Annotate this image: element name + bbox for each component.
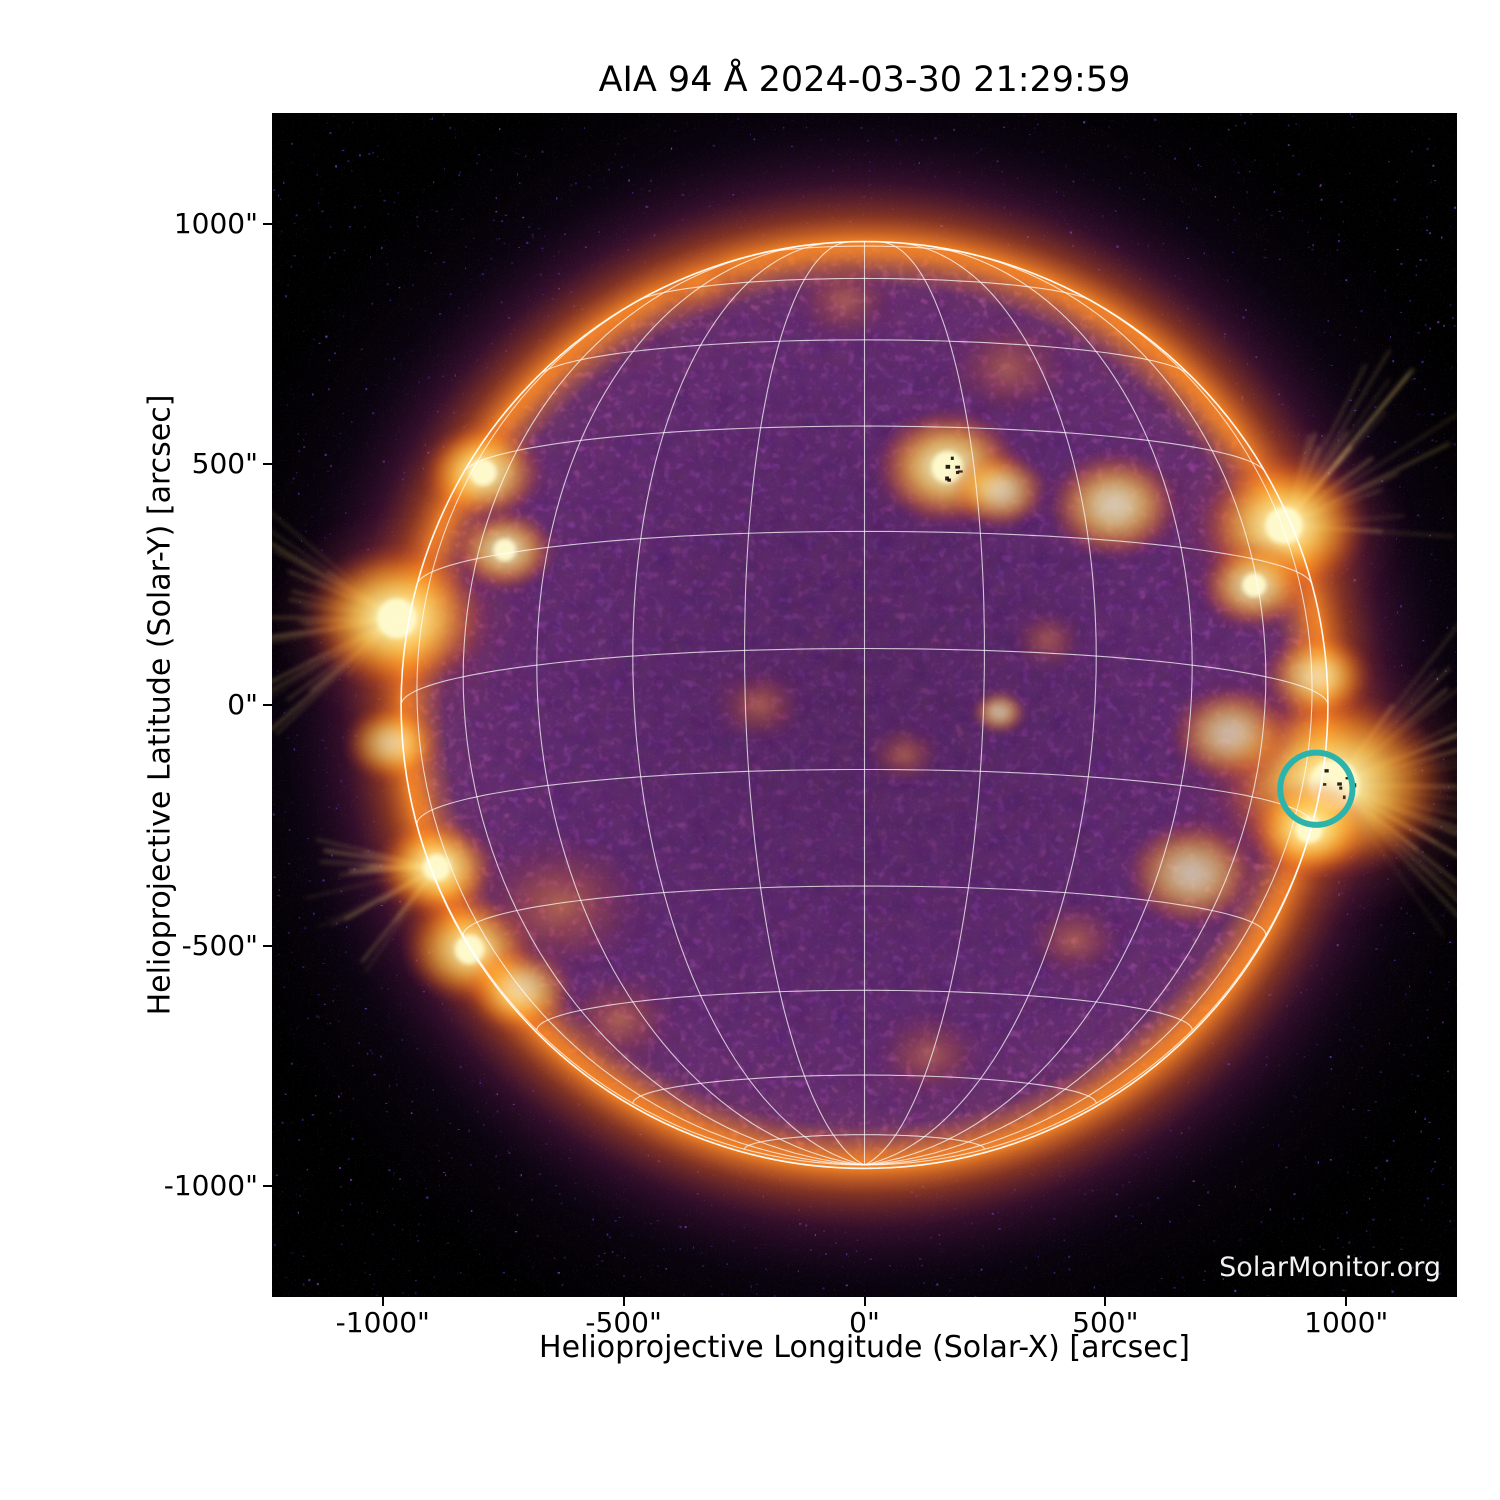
grid-meridian — [864, 241, 985, 1166]
grid-meridian — [864, 284, 1313, 1166]
y-tick-label: 1000" — [173, 206, 258, 240]
active-region-annotation-circle[interactable] — [1277, 749, 1356, 828]
y-tick-mark — [263, 704, 272, 706]
x-axis-label: Helioprojective Longitude (Solar-X) [arc… — [539, 1330, 1190, 1365]
y-tick-mark — [263, 222, 272, 225]
x-tick-mark — [622, 1297, 625, 1306]
x-tick-mark — [863, 1297, 866, 1306]
solar-limb-circle — [400, 240, 1329, 1170]
sun-image — [272, 113, 1457, 1297]
grid-meridian — [632, 242, 865, 1166]
x-tick-label: 1000" — [1304, 1306, 1389, 1339]
x-tick-label: 0" — [849, 1306, 880, 1339]
x-tick-mark — [1345, 1297, 1348, 1306]
grid-meridian — [744, 241, 865, 1166]
y-tick-label: -500" — [181, 928, 258, 962]
y-tick-mark — [263, 1185, 272, 1188]
x-tick-label: -500" — [585, 1306, 662, 1339]
x-tick-label: 500" — [1072, 1306, 1139, 1339]
x-tick-mark — [381, 1297, 384, 1306]
grid-meridian — [462, 251, 865, 1166]
y-tick-mark — [263, 944, 272, 947]
y-tick-label: 0" — [227, 688, 258, 721]
grid-meridian — [864, 244, 1193, 1166]
grid-meridian — [864, 242, 1097, 1166]
y-tick-label: 500" — [191, 447, 258, 481]
chart-title: AIA 94 Å 2024-03-30 21:29:59 — [598, 60, 1131, 100]
grid-meridian — [416, 284, 865, 1166]
y-tick-mark — [263, 463, 272, 466]
x-tick-label: -1000" — [335, 1306, 430, 1339]
sun-image-plot-area[interactable]: SolarMonitor.org — [272, 113, 1457, 1297]
heliographic-grid — [400, 241, 1329, 1166]
y-tick-label: -1000" — [163, 1169, 258, 1203]
watermark: SolarMonitor.org — [1219, 1252, 1441, 1283]
grid-meridian — [536, 244, 865, 1166]
x-tick-mark — [1104, 1297, 1107, 1306]
grid-meridian — [864, 251, 1267, 1166]
